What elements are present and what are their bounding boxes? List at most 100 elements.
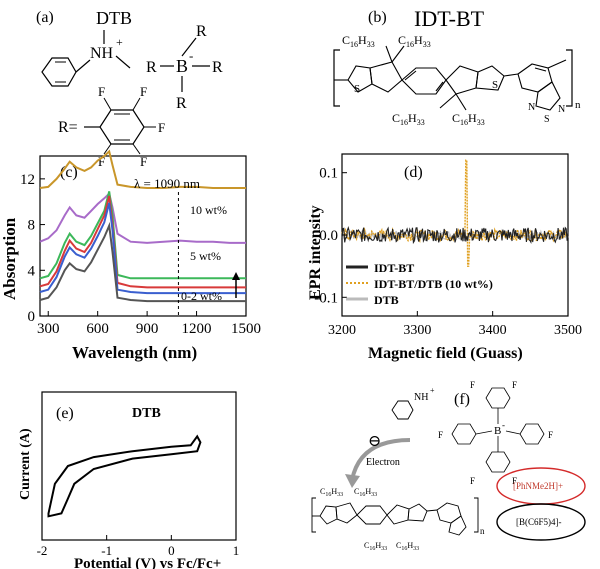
polymer-repeat-n: n xyxy=(480,526,485,536)
chart-d-ylabel: EPR intensity xyxy=(307,205,324,300)
anion-minus: - xyxy=(502,420,505,430)
borate-minus: - xyxy=(189,48,193,63)
polymer-alkyl: C16H33 xyxy=(396,541,419,552)
electron-arrow xyxy=(350,438,411,481)
bracket-right xyxy=(566,49,573,107)
chart-d-xtick-label: 3200 xyxy=(328,323,356,338)
f-atom: F xyxy=(98,84,105,99)
nh-label: NH xyxy=(90,45,114,62)
chart-e-xtick-label: -1 xyxy=(101,543,112,558)
chart-c-annotation-lambda: λ = 1090 nm xyxy=(134,176,200,191)
alkyl-chain: C16H33 xyxy=(392,111,425,127)
borate-r-top: R xyxy=(196,23,207,40)
anion-label: [B(C6F5)4]- xyxy=(516,517,562,527)
anion-f: F xyxy=(438,430,443,440)
chart-c-xtick-label: 300 xyxy=(37,321,60,337)
anion-rings xyxy=(451,387,545,473)
chart-c-xtick-label: 1500 xyxy=(231,321,261,337)
f-atom: F xyxy=(98,154,105,169)
chart-c-series-line xyxy=(39,149,246,189)
cation-nh: NH xyxy=(414,392,428,403)
alkyl-chain: C16H33 xyxy=(342,33,375,49)
borate-r-bottom: R xyxy=(176,95,187,112)
cation-plus: + xyxy=(430,386,435,395)
chart-c-series-line xyxy=(39,195,246,289)
f-atom: F xyxy=(140,154,147,169)
chart-c-annotation-5wt: 5 wt% xyxy=(190,249,221,263)
chart-c-annotation-0-2wt: 0-2 wt% xyxy=(181,289,222,303)
chart-d-xlabel: Magnetic field (Guass) xyxy=(368,345,523,362)
panel-d: (d) 3200 3300 3400 3500 -0.1 0.0 0.1 EPR inten… xyxy=(307,153,582,362)
nh-plus: + xyxy=(116,35,123,49)
chart-d-series-line xyxy=(341,226,569,245)
chart-d-ytick-label: 0.0 xyxy=(319,228,338,244)
chart-c-annotation-10wt: 10 wt% xyxy=(190,203,227,217)
chart-d-xtick-label: 3300 xyxy=(403,323,431,338)
chart-d-xtick-label: 3400 xyxy=(479,323,507,338)
repeat-n: n xyxy=(575,99,581,111)
chart-e-ylabel: Current (A) xyxy=(18,428,33,500)
chart-e-series xyxy=(47,434,202,518)
idtbt-title: IDT-BT xyxy=(414,6,485,31)
legend-idt-bt: IDT-BT xyxy=(374,261,414,275)
panel-f: (f) NH + B - F F F F F F ⊖ Electron xyxy=(311,380,586,552)
anion-f: F xyxy=(512,380,517,390)
chart-e-xtick-label: 0 xyxy=(168,543,175,558)
panel-b-label: (b) xyxy=(368,9,387,26)
chart-d-xtick-label: 3500 xyxy=(554,323,582,338)
anion-f: F xyxy=(548,430,553,440)
r-equals: R= xyxy=(58,119,78,136)
panel-e-label: (e) xyxy=(56,405,74,422)
electron-label: Electron xyxy=(366,457,400,468)
anion-ellipse xyxy=(496,503,586,541)
panel-a-label: (a) xyxy=(36,9,54,26)
chart-c-xtick-label: 900 xyxy=(136,321,159,337)
bracket-left xyxy=(333,49,340,107)
chart-e-xlabel: Potential (V) vs Fc/Fc+ xyxy=(74,556,221,569)
chart-c-ylabel: Absorption xyxy=(0,217,19,300)
anion-f: F xyxy=(512,476,517,486)
alkyl-chain: C16H33 xyxy=(398,33,431,49)
f-atom: F xyxy=(158,120,165,135)
chart-c-ytick-label: 0 xyxy=(28,309,36,325)
chart-c-xlabel: Wavelength (nm) xyxy=(72,343,197,362)
chart-c-series xyxy=(39,149,246,303)
borate-r-right: R xyxy=(212,59,223,76)
polymer-alkyl: C16H33 xyxy=(354,487,377,498)
chart-d-legend: IDT-BT IDT-BT/DTB (10 wt%) DTB xyxy=(346,261,493,307)
thiophene-s: S xyxy=(354,83,360,95)
chart-c-xtick-label: 600 xyxy=(86,321,109,337)
polymer-alkyl: C16H33 xyxy=(320,487,343,498)
chart-c-ytick-label: 12 xyxy=(20,172,35,188)
chart-e-cv-loop xyxy=(47,434,202,518)
polymer-alkyl: C16H33 xyxy=(364,541,387,552)
electron-arrowhead xyxy=(345,474,360,488)
chart-e-frame xyxy=(41,391,237,541)
chart-c-ytick-label: 4 xyxy=(28,263,36,279)
chart-c-series-line xyxy=(39,202,246,295)
borate-r-left: R xyxy=(146,59,157,76)
panel-d-label: (d) xyxy=(404,164,423,181)
legend-idt-bt-dtb: IDT-BT/DTB (10 wt%) xyxy=(374,277,493,291)
panel-a: (a) DTB NH + B - R R R R R= F F F xyxy=(36,8,223,169)
chart-c-ticks: 300 600 900 1200 1500 0 4 8 12 xyxy=(20,172,261,337)
polymer-mini xyxy=(311,497,479,536)
chart-c-ytick-label: 8 xyxy=(28,218,36,234)
anion-f: F xyxy=(470,476,475,486)
chart-c-arrowhead xyxy=(232,272,240,280)
thiophene-s: S xyxy=(492,79,498,91)
f-atom: F xyxy=(140,84,147,99)
chart-c-xtick-label: 1200 xyxy=(182,321,212,337)
btd-n: N xyxy=(558,104,565,115)
legend-dtb: DTB xyxy=(374,293,399,307)
borate-b: B xyxy=(176,56,188,76)
anion-b: B xyxy=(494,425,501,437)
dtb-title: DTB xyxy=(96,8,132,28)
panel-e: (e) DTB -2 -1 0 1 Current (A) Potential (V)… xyxy=(18,391,239,569)
chart-d-ytick-label: -0.1 xyxy=(314,290,338,306)
chart-c-frame xyxy=(39,155,247,317)
chart-d-ytick-label: 0.1 xyxy=(319,166,338,182)
pentafluorophenyl-ring xyxy=(99,109,145,145)
